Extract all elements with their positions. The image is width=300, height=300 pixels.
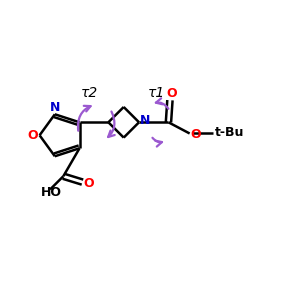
Text: O: O (166, 87, 177, 100)
Text: N: N (140, 114, 151, 127)
Text: τ2: τ2 (81, 86, 98, 100)
Text: O: O (28, 129, 38, 142)
Text: O: O (191, 128, 201, 142)
Text: N: N (50, 101, 60, 114)
Text: O: O (83, 177, 94, 190)
Text: τ1: τ1 (148, 86, 165, 100)
Text: HO: HO (41, 186, 62, 199)
Text: t-Bu: t-Bu (215, 126, 245, 140)
